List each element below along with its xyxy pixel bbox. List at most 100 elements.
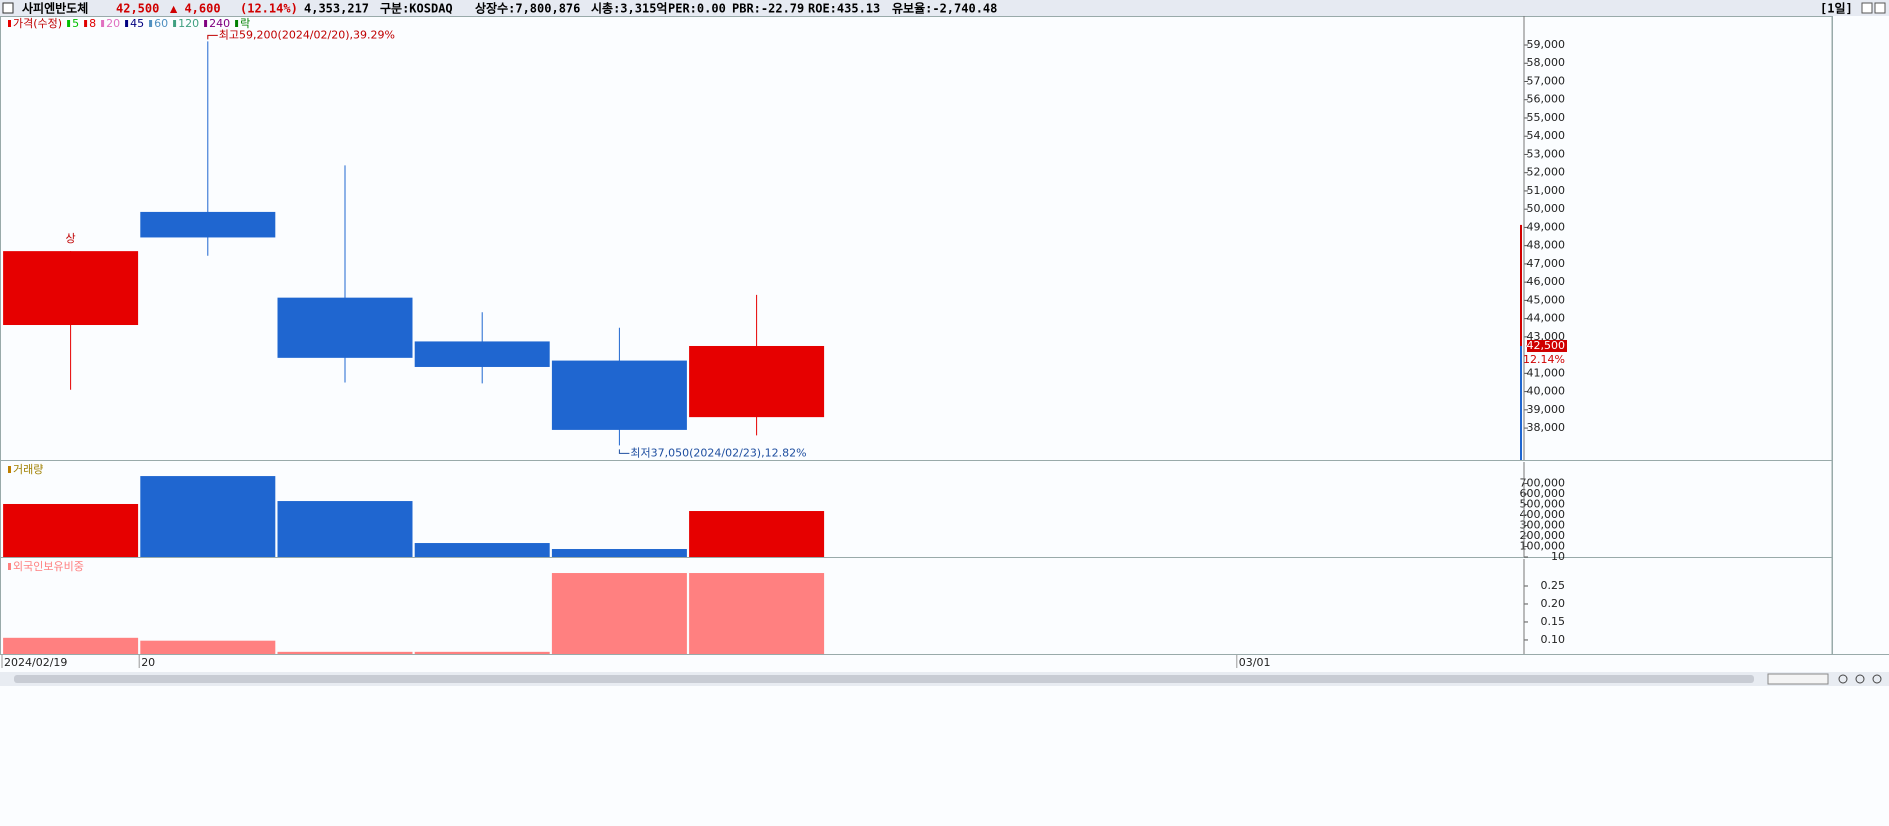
bar [551,573,687,654]
panel-title: 외국인보유비중 [13,560,84,573]
low-note: 최저37,050(2024/02/23),12.82% [630,446,806,459]
legend-swatch [8,20,11,27]
period[interactable]: [1일] [1820,2,1853,16]
y-tick-label: 50,000 [1527,202,1566,215]
y-tick-label: 56,000 [1527,93,1566,106]
y-tick-label: 47,000 [1527,257,1566,270]
shares: 상장수:7,800,876 [475,1,580,16]
legend-label: 20 [106,17,120,30]
y-tick-label: 48,000 [1527,239,1566,252]
legend-swatch [125,20,129,27]
y-tick-label: 49,000 [1527,220,1566,233]
y-tick-label: 500,000 [1520,498,1566,511]
legend-swatch [235,20,239,27]
y-tick-label: 600,000 [1520,487,1566,500]
x-tick-label: 03/01 [1239,656,1271,669]
y-tick-label: 53,000 [1527,147,1566,160]
per: PER:0.00 [668,2,726,16]
legend-swatch [8,563,11,570]
y-tick-label: 44,000 [1527,312,1566,325]
legend-swatch [8,466,11,473]
zoom-reset[interactable] [1872,674,1882,684]
checkbox[interactable] [2,2,14,14]
candle-body [277,297,413,358]
y-tick-label: 400,000 [1520,508,1566,521]
y-tick-label: 39,000 [1527,403,1566,416]
legend-label: 8 [89,17,96,30]
legend-swatch [204,20,208,27]
y-tick-label: 46,000 [1527,275,1566,288]
y-tick-label: 57,000 [1527,74,1566,87]
y-tick-label: 40,000 [1527,385,1566,398]
y-tick-label: 41,000 [1527,366,1566,379]
restore-button[interactable] [1861,2,1873,14]
change-rate: (12.14%) [240,2,298,16]
bar [3,503,139,557]
legend-swatch [173,20,177,27]
change: ▲ 4,600 [170,2,221,16]
bar [277,501,413,557]
y-tick-label: 200,000 [1520,529,1566,542]
legend-label: 락 [240,17,250,30]
y-tick-label: 59,000 [1527,38,1566,51]
header-bar [0,0,1889,16]
volume: 4,353,217 [304,2,369,16]
legend-label: 가격(수정) [13,17,62,30]
bar [689,573,825,654]
bar [551,549,687,557]
zoom-in[interactable] [1855,674,1865,684]
limit-mark: 상 [66,232,76,245]
y-tick-label: 10 [1551,550,1565,563]
zoom-slider[interactable] [1767,673,1829,685]
scroll-thumb[interactable] [14,675,1754,683]
x-tick-label: 20 [141,656,155,669]
y-tick-label: 100,000 [1520,540,1566,553]
legend-label: 45 [130,17,144,30]
candle-body [3,251,139,326]
bar [414,651,550,654]
legend-swatch [67,20,71,27]
legend-label: 60 [154,17,168,30]
y-tick-label: 45,000 [1527,293,1566,306]
candle-body [140,211,276,238]
low-arrow [618,449,630,454]
legend-label: 240 [209,17,230,30]
y-tick-label: 58,000 [1527,56,1566,69]
y-tick-label: 0.25 [1541,579,1566,592]
last-rate: 12.14% [1523,353,1565,366]
legend-swatch [101,20,105,27]
y-tick-label: 300,000 [1520,519,1566,532]
stock-name: 사피엔반도체 [22,1,88,16]
zoom-out[interactable] [1838,674,1848,684]
y-tick-label: 0.20 [1541,597,1566,610]
close-button[interactable] [1874,2,1886,14]
high-arrow [207,34,218,40]
x-tick-label: 2024/02/19 [4,656,67,669]
y-tick-label: 0.15 [1541,615,1566,628]
y-tick-label: 0.10 [1541,633,1566,646]
y-tick-label: 55,000 [1527,111,1566,124]
last-box [1527,339,1567,352]
roe: ROE:435.13 [808,2,880,16]
pbr: PBR:-22.79 [732,2,804,16]
last-label: 42,500 [1527,339,1566,352]
legend-swatch [84,20,88,27]
price: 42,500 [116,2,159,16]
high-note: 최고59,200(2024/02/20),39.29% [219,28,395,41]
bar [414,543,550,557]
candle-body [689,345,825,418]
y-tick-label: 700,000 [1520,477,1566,490]
y-tick-label: 38,000 [1527,421,1566,434]
bar [140,476,276,557]
reserve: 유보율:-2,740.48 [892,2,997,16]
candle-body [414,341,550,367]
legend-label: 120 [178,17,199,30]
legend-label: 5 [72,17,79,30]
legend-swatch [149,20,153,27]
y-tick-label: 52,000 [1527,166,1566,179]
bar [689,511,825,557]
bar [277,651,413,654]
cap: 시총:3,315억 [591,1,667,16]
